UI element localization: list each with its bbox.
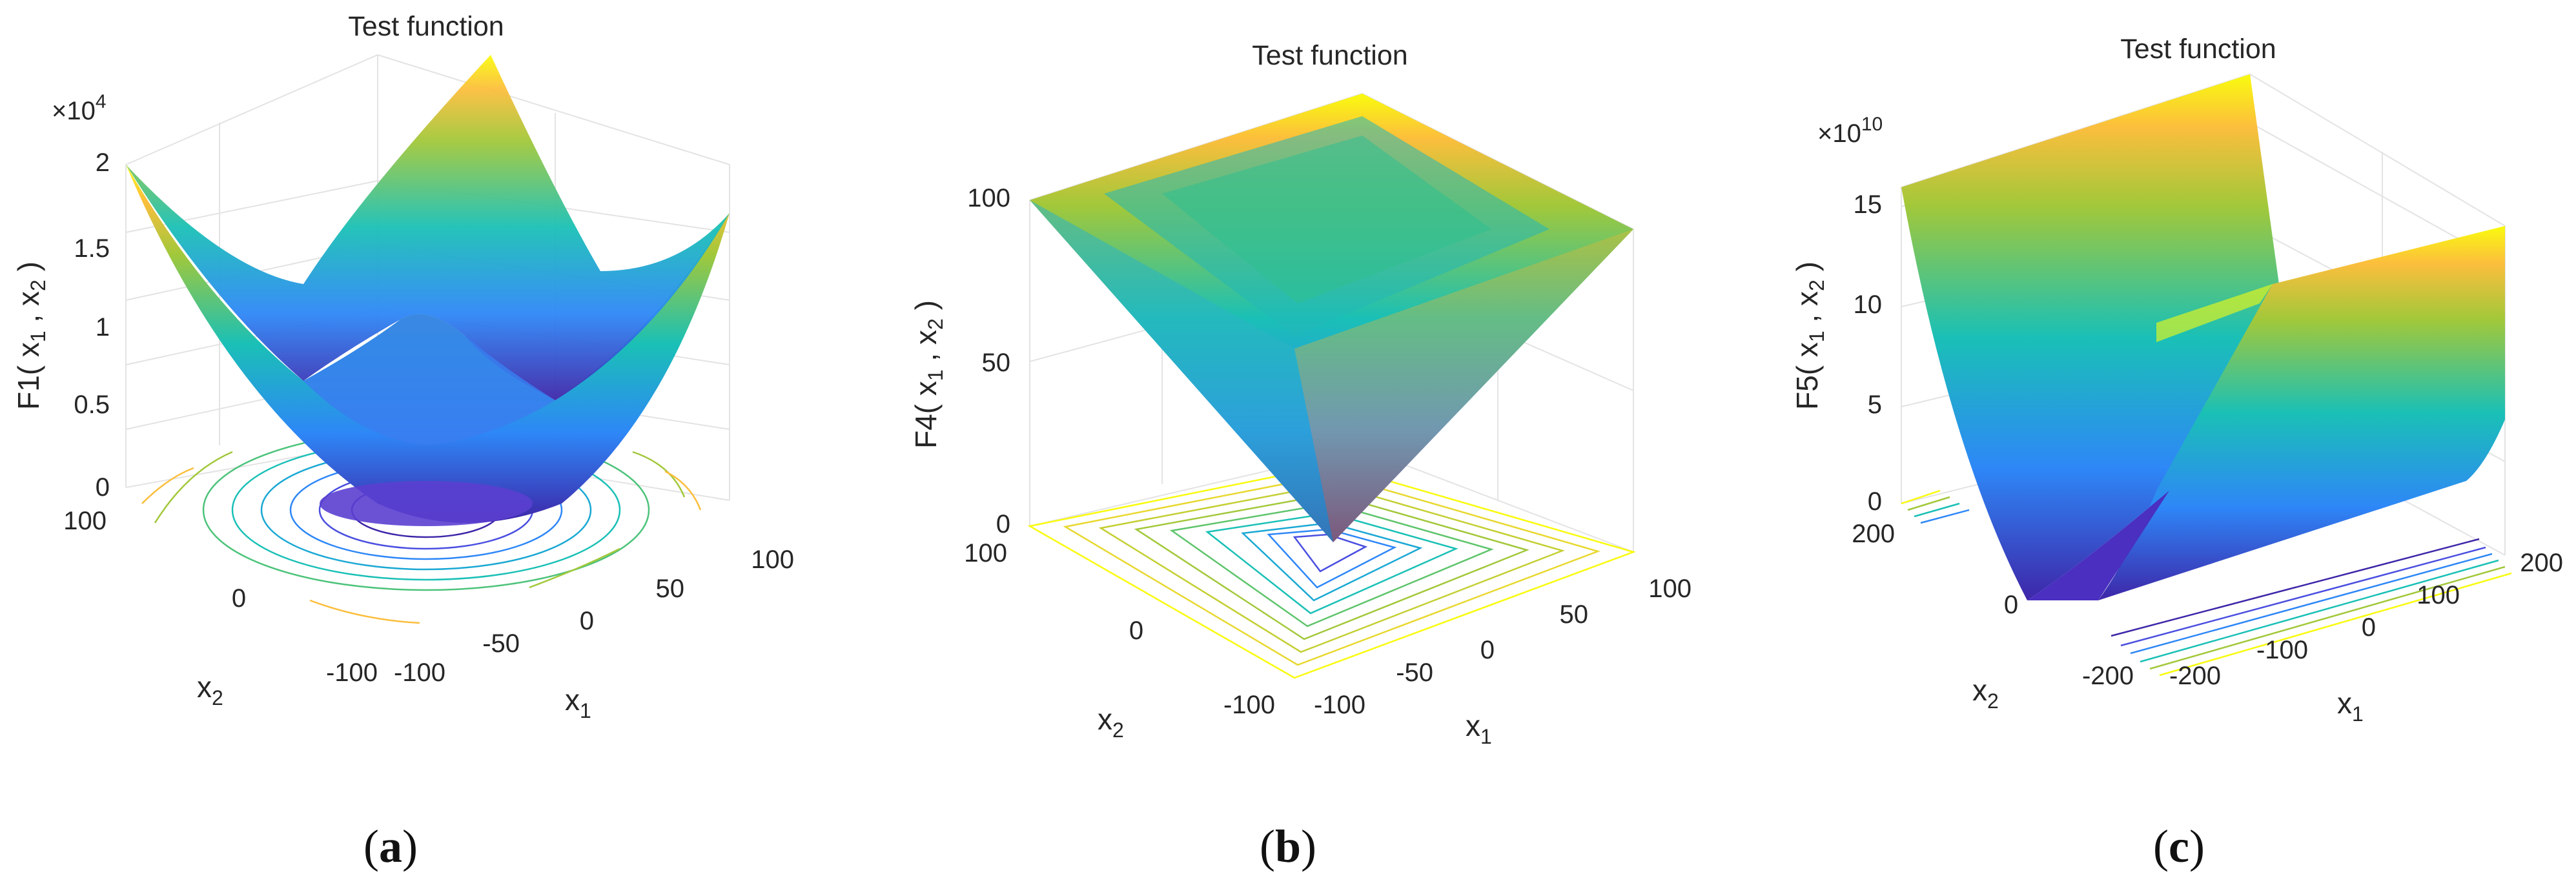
panel-c-y-tick: 200 bbox=[1852, 520, 1895, 548]
panel-b-x-label: x1 bbox=[1466, 709, 1492, 748]
panel-b-title: Test function bbox=[1252, 40, 1407, 71]
panel-a-x-tick: -50 bbox=[482, 629, 520, 658]
panel-c-x-tick: 0 bbox=[2362, 613, 2376, 642]
panel-c-y-tick: 0 bbox=[2004, 591, 2018, 619]
panel-a-surface-back bbox=[126, 55, 730, 400]
panel-b-caption: (b) bbox=[1260, 821, 1316, 872]
panel-a-y-label: x2 bbox=[197, 670, 223, 709]
panel-c-x-tick: -200 bbox=[2169, 662, 2221, 690]
panel-a-z-tick: 0 bbox=[96, 473, 110, 502]
panel-c-z-tick: 15 bbox=[1854, 190, 1883, 219]
panel-c-contours bbox=[1901, 489, 2512, 677]
panel-c-z-tick: 0 bbox=[1868, 487, 1882, 516]
panel-c: Test function ×1010 0 5 10 15 F5( x1 , x… bbox=[1790, 34, 2563, 872]
panel-b-x-ticks: -100 -50 0 50 100 bbox=[1314, 575, 1692, 719]
panel-a-z-ticks: 0 0.5 1 1.5 2 bbox=[74, 148, 110, 502]
panel-a-x-label: x1 bbox=[565, 683, 591, 722]
panel-a-x-tick: 0 bbox=[580, 607, 594, 635]
panel-c-x-ticks: -200 -100 0 100 200 bbox=[2169, 549, 2563, 690]
panel-b-y-ticks: 100 0 -100 bbox=[964, 539, 1275, 719]
panel-a-z-tick: 1.5 bbox=[74, 234, 110, 263]
panel-a-z-tick: 2 bbox=[96, 148, 110, 177]
panel-c-z-tick: 5 bbox=[1868, 391, 1882, 419]
panel-b-x-tick: 100 bbox=[1648, 575, 1692, 603]
panel-b-z-label: F4( x1 , x2 ) bbox=[909, 300, 947, 449]
panel-b-x-tick: -50 bbox=[1396, 658, 1433, 687]
panel-c-x-tick: 200 bbox=[2520, 549, 2563, 577]
panel-a: Test function 0 0.5 1 1.5 2 ×104 F1( x1 … bbox=[12, 11, 794, 872]
panel-a-x-tick: 100 bbox=[751, 545, 794, 574]
panel-c-x-label: x1 bbox=[2337, 686, 2364, 726]
panel-c-title: Test function bbox=[2120, 34, 2276, 65]
panel-b-y-tick: 100 bbox=[964, 539, 1007, 567]
panel-c-y-label: x2 bbox=[1972, 673, 1999, 713]
panel-b-y-tick: -100 bbox=[1223, 691, 1275, 719]
panel-b-z-tick: 100 bbox=[967, 184, 1010, 212]
panel-c-x-tick: 100 bbox=[2417, 581, 2460, 609]
panel-a-y-tick: 100 bbox=[63, 507, 107, 535]
panel-c-z-exponent: ×1010 bbox=[1817, 114, 1883, 148]
panel-a-x-tick: -100 bbox=[394, 658, 445, 687]
panel-b-z-tick: 50 bbox=[982, 349, 1011, 377]
panel-a-z-tick: 0.5 bbox=[74, 391, 110, 419]
panel-a-x-ticks: -100 -50 0 50 100 bbox=[394, 545, 794, 687]
panel-b-x-tick: 0 bbox=[1480, 636, 1495, 664]
panel-b: Test function 0 50 100 F4( x1 , x2 ) 100… bbox=[909, 40, 1692, 872]
panel-a-caption: (a) bbox=[363, 821, 418, 872]
panel-a-z-exponent: ×104 bbox=[52, 91, 107, 125]
panel-b-y-label: x2 bbox=[1098, 702, 1124, 742]
panel-a-y-ticks: 100 0 -100 bbox=[63, 507, 378, 687]
panel-a-y-tick: -100 bbox=[326, 658, 378, 687]
panel-c-surface-front bbox=[2098, 226, 2505, 600]
panel-b-x-tick: 50 bbox=[1560, 600, 1589, 629]
panel-b-z-tick: 0 bbox=[996, 510, 1010, 538]
panel-b-z-ticks: 0 50 100 bbox=[967, 184, 1010, 538]
panel-a-x-tick: 50 bbox=[656, 575, 685, 603]
panel-a-z-label: F1( x1 , x2 ) bbox=[12, 261, 50, 410]
panel-c-x-tick: -100 bbox=[2256, 636, 2308, 664]
panel-a-title: Test function bbox=[348, 11, 504, 42]
panel-b-contours bbox=[1027, 464, 1636, 679]
panel-c-caption: (c) bbox=[2153, 821, 2205, 872]
panel-c-z-label: F5( x1 , x2 ) bbox=[1790, 261, 1828, 410]
panel-c-z-ticks: 0 5 10 15 bbox=[1854, 190, 1883, 516]
panel-c-z-tick: 10 bbox=[1854, 291, 1883, 319]
panel-a-z-tick: 1 bbox=[96, 313, 110, 342]
panel-a-y-tick: 0 bbox=[232, 584, 246, 613]
panel-c-y-ticks: 200 0 -200 bbox=[1852, 520, 2134, 690]
panel-b-x-tick: -100 bbox=[1314, 691, 1365, 719]
panel-c-y-tick: -200 bbox=[2082, 662, 2134, 690]
panel-b-y-tick: 0 bbox=[1129, 617, 1143, 645]
